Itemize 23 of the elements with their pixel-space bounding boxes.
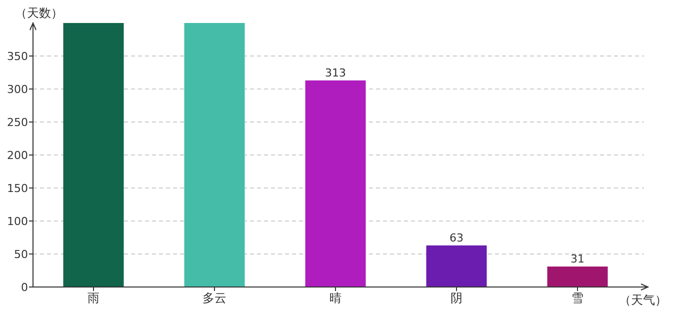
data-label: 63 bbox=[450, 231, 464, 244]
x-tick-label: 雪 bbox=[572, 291, 584, 305]
data-label: 313 bbox=[325, 66, 346, 80]
x-tick-label: 多云 bbox=[202, 291, 226, 305]
data-label: 31 bbox=[570, 252, 584, 266]
bar bbox=[426, 245, 487, 287]
y-tick-label: 300 bbox=[7, 83, 28, 96]
y-tick-label: 250 bbox=[7, 116, 28, 129]
y-tick-label: 350 bbox=[7, 50, 28, 63]
y-tick-label: 0 bbox=[21, 281, 28, 294]
bar bbox=[305, 80, 366, 287]
x-tick-label: 雨 bbox=[88, 291, 100, 305]
bar bbox=[63, 23, 124, 287]
y-axis-title: （天数） bbox=[15, 6, 63, 20]
x-tick-label: 阴 bbox=[450, 291, 462, 305]
y-tick-label: 100 bbox=[7, 215, 28, 228]
bar bbox=[184, 23, 245, 287]
y-tick-label: 200 bbox=[7, 149, 28, 162]
bar bbox=[547, 266, 608, 287]
x-tick-label: 晴 bbox=[330, 291, 342, 305]
x-axis-title: （天气） bbox=[619, 293, 667, 307]
y-tick-label: 50 bbox=[14, 248, 28, 261]
y-tick-label: 150 bbox=[7, 182, 28, 195]
